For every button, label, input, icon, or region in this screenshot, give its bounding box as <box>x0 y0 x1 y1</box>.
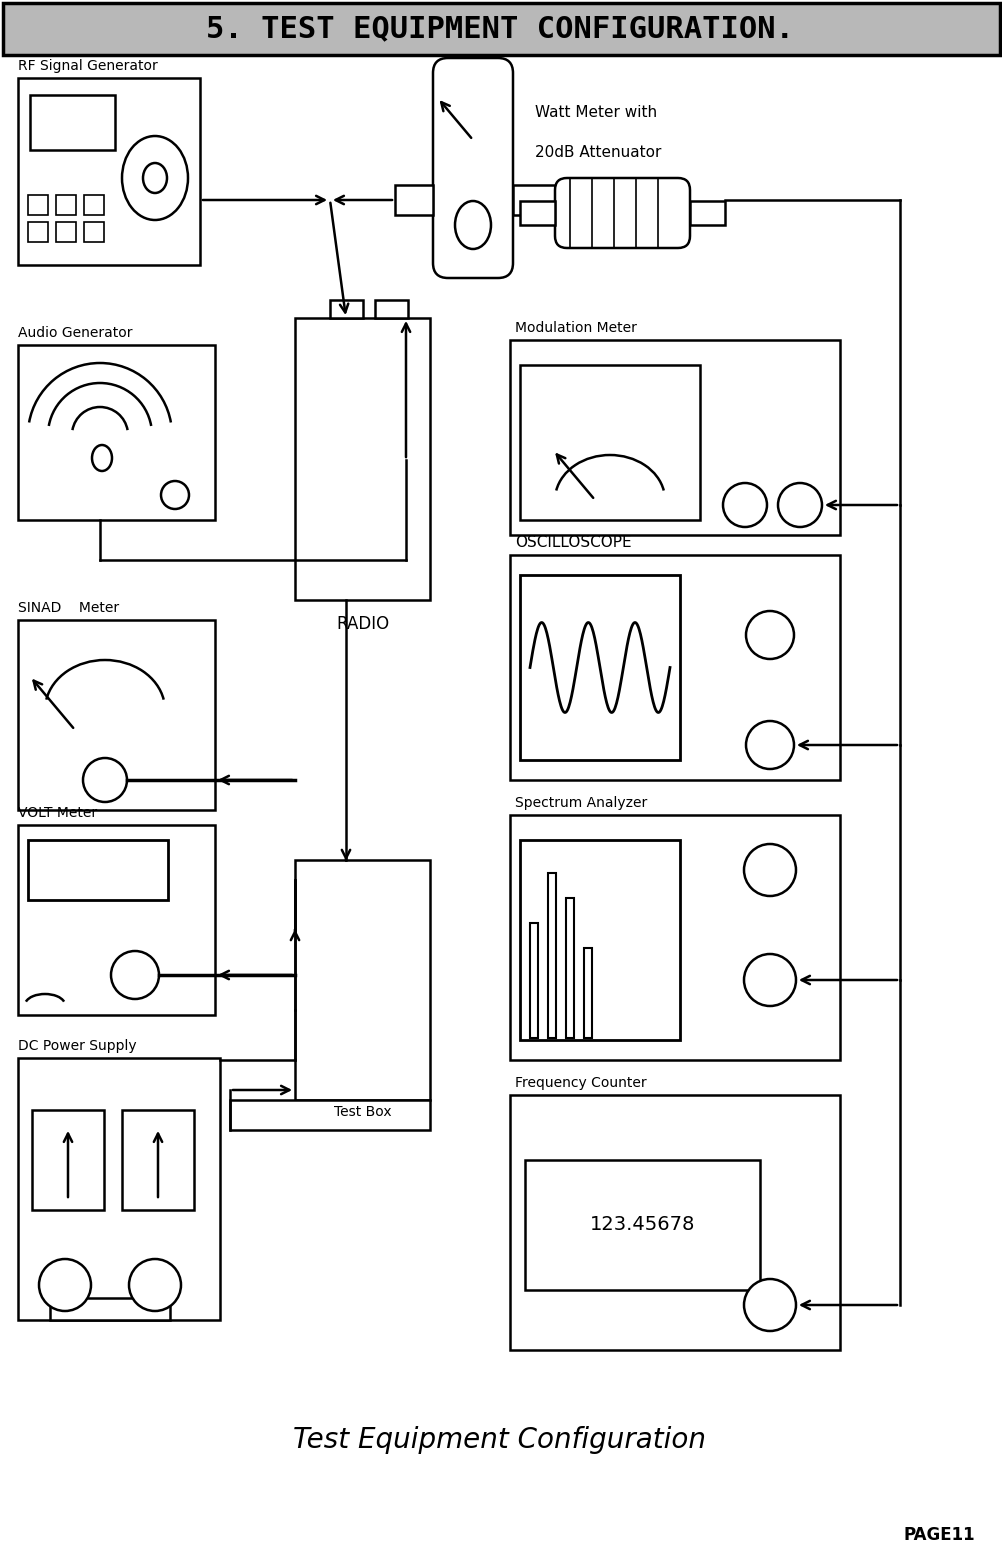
Bar <box>18 346 214 519</box>
Bar <box>519 364 699 519</box>
Bar <box>519 202 554 225</box>
Bar <box>395 185 433 214</box>
Bar <box>18 824 214 1015</box>
Text: Watt Meter with: Watt Meter with <box>534 105 656 120</box>
Text: Audio Generator: Audio Generator <box>18 325 132 339</box>
Text: Frequency Counter: Frequency Counter <box>514 1076 646 1090</box>
Text: SINAD    Meter: SINAD Meter <box>18 601 119 615</box>
Circle shape <box>745 721 794 769</box>
Bar <box>18 1057 219 1320</box>
Circle shape <box>722 483 767 527</box>
Text: VOLT Meter: VOLT Meter <box>18 805 97 820</box>
Bar <box>529 923 537 1038</box>
Bar <box>30 95 115 150</box>
Circle shape <box>83 759 127 802</box>
Bar <box>583 948 591 1038</box>
Bar <box>32 1110 104 1211</box>
Bar <box>512 185 554 214</box>
Bar <box>295 860 430 1099</box>
Circle shape <box>745 612 794 658</box>
FancyBboxPatch shape <box>433 58 512 278</box>
Text: 20dB Attenuator: 20dB Attenuator <box>534 145 660 160</box>
Bar <box>509 555 839 780</box>
Bar <box>18 78 199 264</box>
Text: RF Signal Generator: RF Signal Generator <box>18 59 157 74</box>
Bar <box>56 196 76 214</box>
Bar <box>56 222 76 242</box>
Bar <box>122 1110 193 1211</box>
Bar <box>3 3 999 55</box>
Bar <box>84 196 104 214</box>
Text: Test Equipment Configuration: Test Equipment Configuration <box>294 1426 705 1455</box>
Bar <box>28 196 48 214</box>
Bar <box>295 317 430 601</box>
Text: Spectrum Analyzer: Spectrum Analyzer <box>514 796 646 810</box>
Bar <box>519 576 679 760</box>
Bar <box>565 898 573 1038</box>
FancyBboxPatch shape <box>554 178 689 249</box>
Bar <box>509 1095 839 1350</box>
Circle shape <box>778 483 822 527</box>
Circle shape <box>111 951 159 999</box>
Text: Modulation Meter: Modulation Meter <box>514 321 636 335</box>
Text: RADIO: RADIO <box>336 615 389 633</box>
Bar <box>524 1160 760 1290</box>
Circle shape <box>129 1259 180 1311</box>
Ellipse shape <box>92 446 112 471</box>
Text: OSCILLOSCOPE: OSCILLOSCOPE <box>514 535 631 551</box>
Bar <box>519 840 679 1040</box>
Ellipse shape <box>122 136 187 221</box>
Bar <box>28 840 167 899</box>
Bar <box>689 202 724 225</box>
Circle shape <box>39 1259 91 1311</box>
Bar <box>547 873 555 1038</box>
Bar <box>28 222 48 242</box>
Bar <box>330 300 363 317</box>
Circle shape <box>743 845 796 896</box>
Text: 5. TEST EQUIPMENT CONFIGURATION.: 5. TEST EQUIPMENT CONFIGURATION. <box>205 14 794 44</box>
Text: Test Box: Test Box <box>334 1106 391 1118</box>
Ellipse shape <box>455 202 491 249</box>
Ellipse shape <box>143 163 167 192</box>
Bar <box>18 619 214 810</box>
Bar <box>509 815 839 1060</box>
Bar <box>509 339 839 535</box>
Bar <box>50 1298 169 1320</box>
Bar <box>229 1099 430 1131</box>
Text: DC Power Supply: DC Power Supply <box>18 1038 136 1053</box>
Circle shape <box>161 482 188 508</box>
Bar <box>84 222 104 242</box>
Circle shape <box>743 954 796 1006</box>
Text: 123.45678: 123.45678 <box>589 1215 694 1234</box>
Circle shape <box>743 1279 796 1331</box>
Text: PAGE11: PAGE11 <box>903 1526 974 1544</box>
Bar <box>375 300 408 317</box>
